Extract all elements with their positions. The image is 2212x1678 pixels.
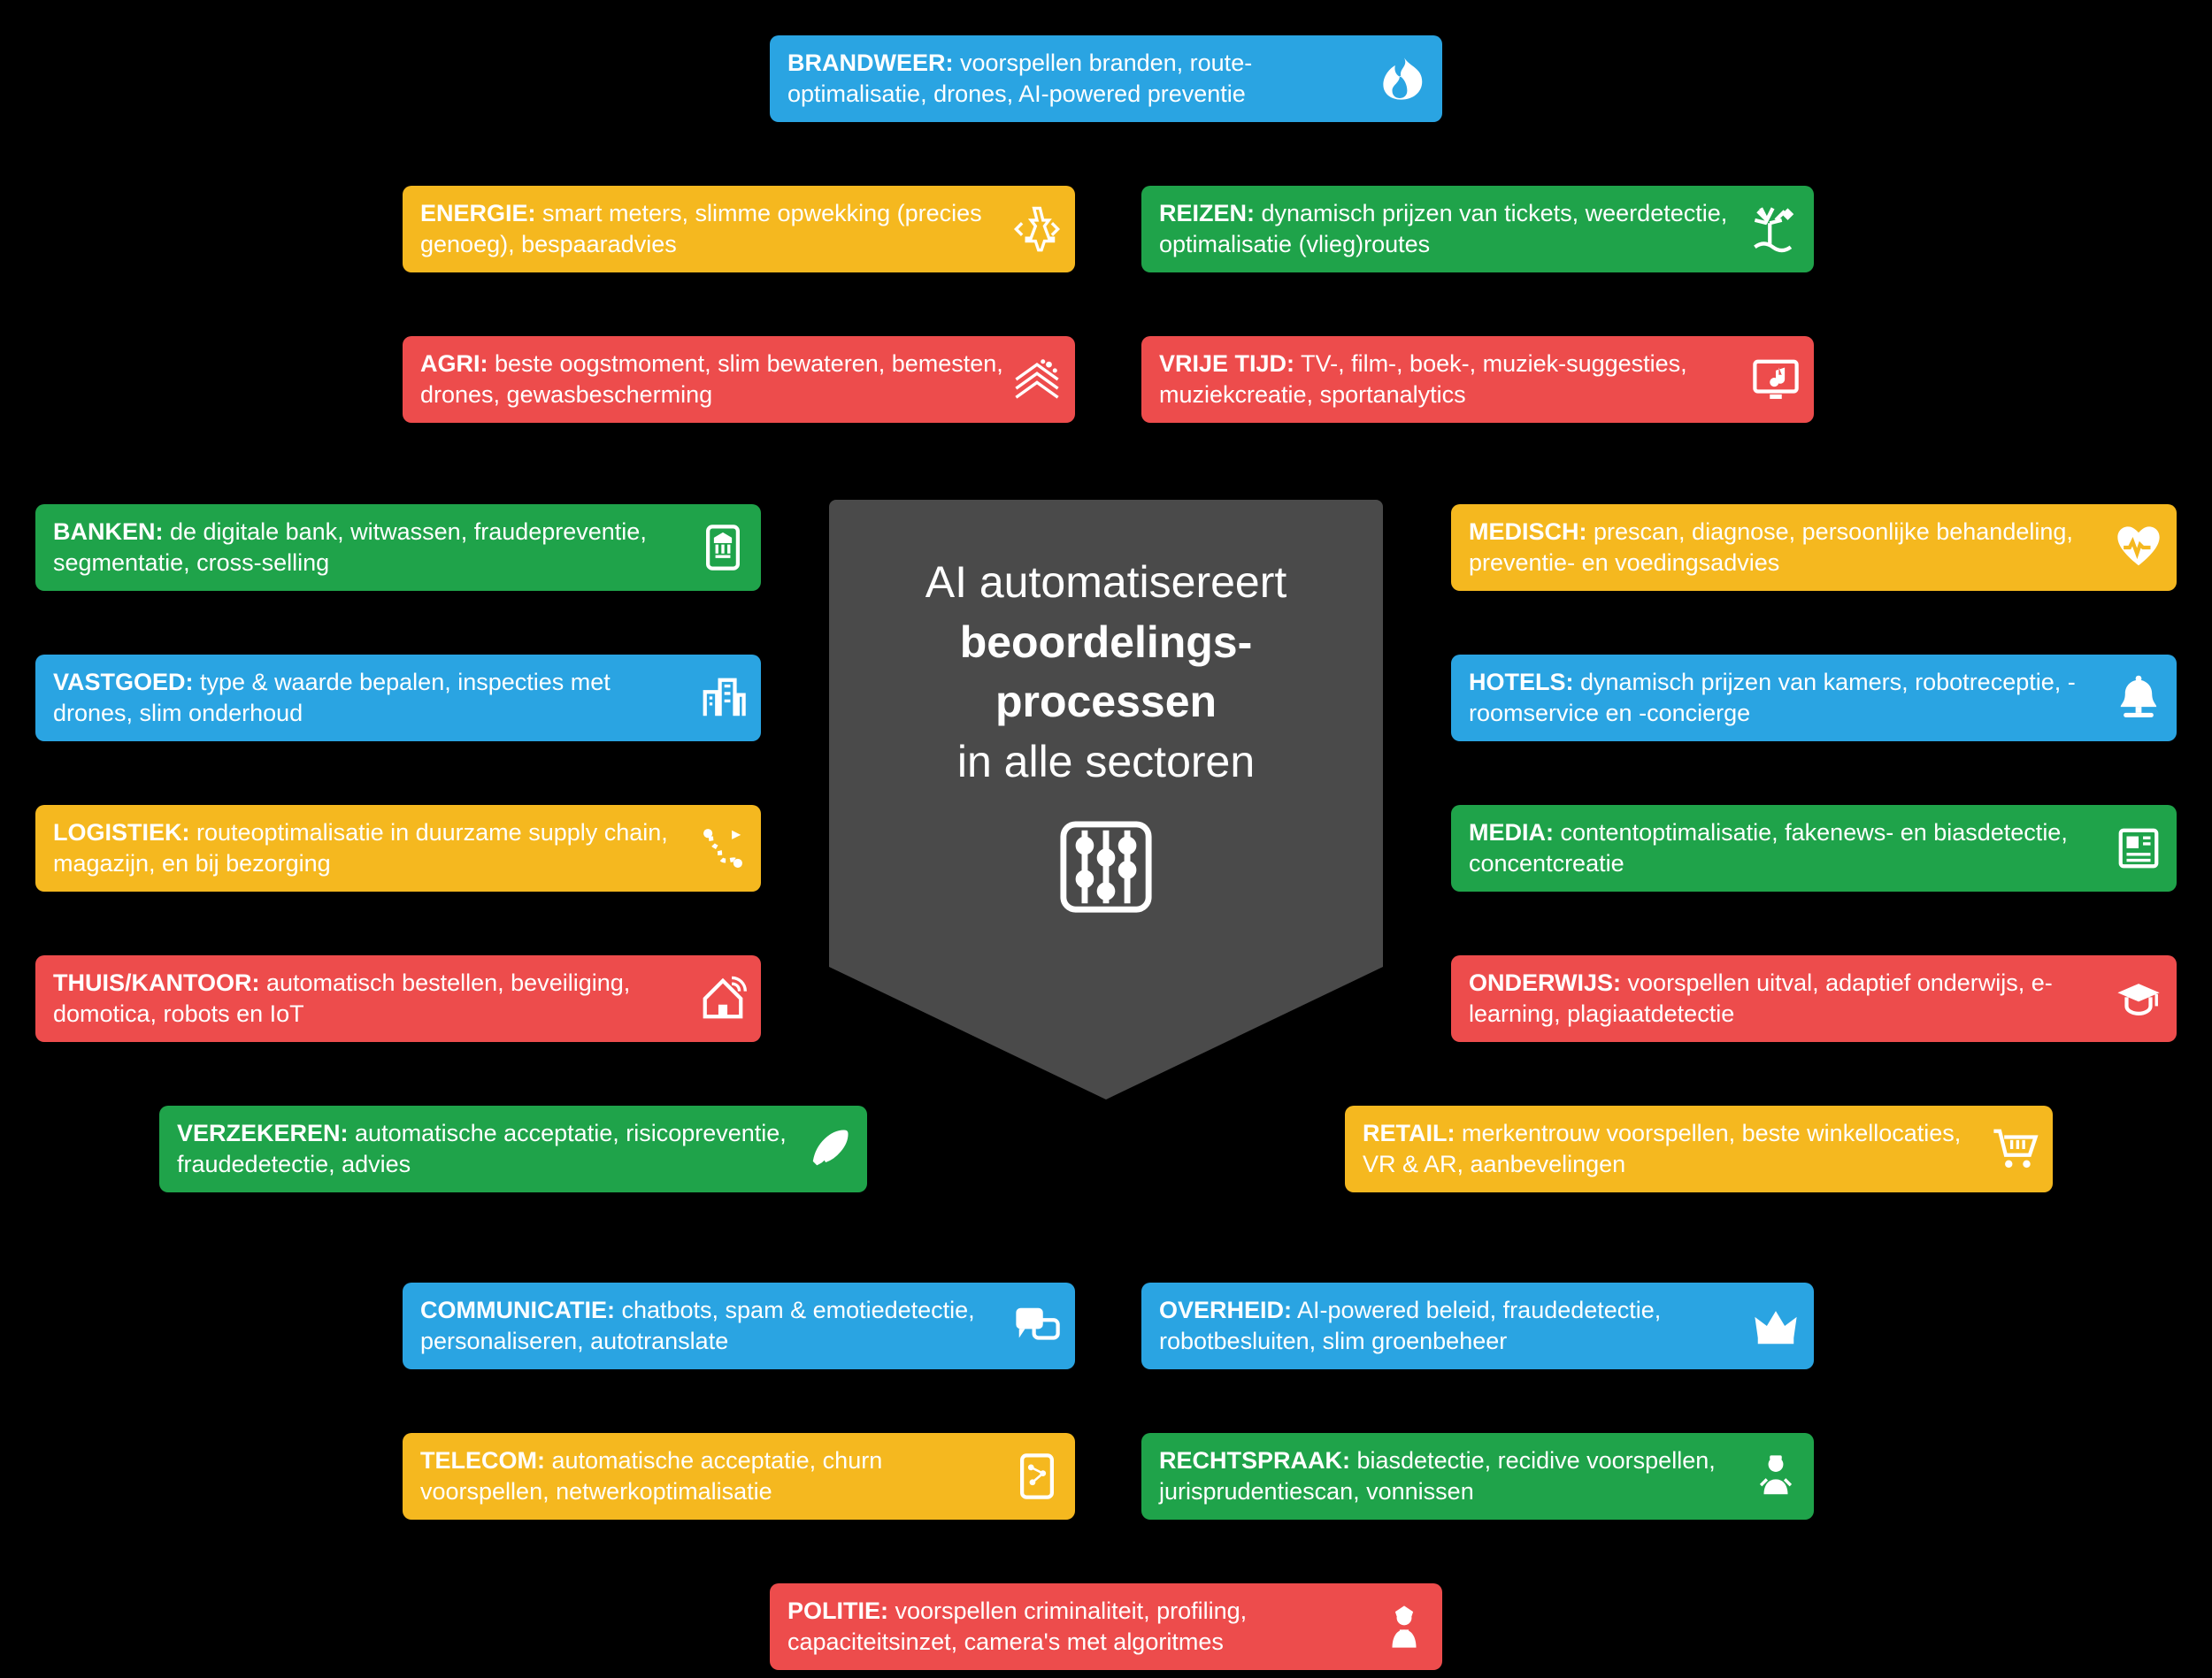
card-text-media: MEDIA: contentoptimalisatie, fakenews- e… [1469,817,2106,879]
card-text-thuis: THUIS/KANTOOR: automatisch bestellen, be… [53,968,690,1030]
card-banken: BANKEN: de digitale bank, witwassen, fra… [35,504,761,591]
card-logistiek: LOGISTIEK: routeoptimalisatie in duurzam… [35,805,761,892]
center-panel: AI automatisereert beoordelings- process… [829,500,1383,1100]
center-line1a: AI [926,557,979,607]
center-line4: in alle sectoren [957,737,1255,786]
card-label-thuis: THUIS/KANTOOR: [53,969,260,996]
card-onderwijs: ONDERWIJS: voorspellen uitval, adaptief … [1451,955,2177,1042]
card-text-energie: ENERGIE: smart meters, slimme opwekking … [420,198,1004,260]
abacus-icon [1057,818,1155,916]
card-desc-media: contentoptimalisatie, fakenews- en biasd… [1469,819,2068,877]
card-text-communicatie: COMMUNICATIE: chatbots, spam & emotiedet… [420,1295,1004,1357]
feather-icon [805,1125,853,1173]
center-text: AI automatisereert beoordelings- process… [864,553,1348,792]
card-vastgoed: VASTGOED: type & waarde bepalen, inspect… [35,655,761,741]
card-label-telecom: TELECOM: [420,1447,545,1474]
center-line3: processen [995,677,1217,726]
card-text-telecom: TELECOM: automatische acceptatie, churn … [420,1445,1004,1507]
network-phone-icon [1013,1452,1061,1500]
chat-icon [1013,1302,1061,1350]
newspaper-icon [2115,824,2162,872]
screen-music-icon [1752,356,1800,403]
grad-cap-icon [2115,975,2162,1023]
bell-icon [2115,674,2162,722]
card-media: MEDIA: contentoptimalisatie, fakenews- e… [1451,805,2177,892]
card-agri: AGRI: beste oogstmoment, slim bewateren,… [403,336,1075,423]
card-text-banken: BANKEN: de digitale bank, witwassen, fra… [53,517,690,578]
card-text-logistiek: LOGISTIEK: routeoptimalisatie in duurzam… [53,817,690,879]
fire-icon [1380,55,1428,103]
card-telecom: TELECOM: automatische acceptatie, churn … [403,1433,1075,1520]
card-medisch: MEDISCH: prescan, diagnose, persoonlijke… [1451,504,2177,591]
card-overheid: OVERHEID: AI-powered beleid, fraudedetec… [1141,1283,1814,1369]
card-label-politie: POLITIE: [787,1598,888,1624]
card-label-agri: AGRI: [420,350,488,377]
judge-icon [1752,1452,1800,1500]
center-body: AI automatisereert beoordelings- process… [829,500,1383,967]
card-label-brandweer: BRANDWEER: [787,50,953,76]
card-text-vrijetijd: VRIJE TIJD: TV-, film-, boek-, muziek-su… [1159,349,1743,410]
cart-icon [1991,1125,2039,1173]
card-label-logistiek: LOGISTIEK: [53,819,190,846]
card-text-brandweer: BRANDWEER: voorspellen branden, route-op… [787,48,1371,110]
card-label-rechtspraak: RECHTSPRAAK: [1159,1447,1350,1474]
card-text-verzekeren: VERZEKEREN: automatische acceptatie, ris… [177,1118,796,1180]
card-label-media: MEDIA: [1469,819,1554,846]
card-retail: RETAIL: merkentrouw voorspellen, beste w… [1345,1106,2053,1192]
card-rechtspraak: RECHTSPRAAK: biasdetectie, recidive voor… [1141,1433,1814,1520]
bank-phone-icon [699,524,747,571]
card-energie: ENERGIE: smart meters, slimme opwekking … [403,186,1075,272]
card-label-vastgoed: VASTGOED: [53,669,194,695]
route-icon [699,824,747,872]
card-text-politie: POLITIE: voorspellen criminaliteit, prof… [787,1596,1371,1658]
buildings-icon [699,674,747,722]
card-label-medisch: MEDISCH: [1469,518,1587,545]
card-text-agri: AGRI: beste oogstmoment, slim bewateren,… [420,349,1004,410]
smart-home-icon [699,975,747,1023]
card-label-energie: ENERGIE: [420,200,536,226]
card-label-banken: BANKEN: [53,518,164,545]
card-label-retail: RETAIL: [1363,1120,1455,1146]
card-communicatie: COMMUNICATIE: chatbots, spam & emotiedet… [403,1283,1075,1369]
card-label-verzekeren: VERZEKEREN: [177,1120,349,1146]
card-text-reizen: REIZEN: dynamisch prijzen van tickets, w… [1159,198,1743,260]
card-vrijetijd: VRIJE TIJD: TV-, film-, boek-, muziek-su… [1141,336,1814,423]
center-line1b: automatisereert [979,557,1286,607]
card-label-overheid: OVERHEID: [1159,1297,1292,1323]
card-desc-agri: beste oogstmoment, slim bewateren, bemes… [420,350,1003,408]
heart-icon [2115,524,2162,571]
card-thuis: THUIS/KANTOOR: automatisch bestellen, be… [35,955,761,1042]
card-label-onderwijs: ONDERWIJS: [1469,969,1621,996]
card-label-reizen: REIZEN: [1159,200,1255,226]
card-hotels: HOTELS: dynamisch prijzen van kamers, ro… [1451,655,2177,741]
field-icon [1013,356,1061,403]
palm-icon [1752,205,1800,253]
center-arrow [829,967,1383,1100]
police-icon [1380,1603,1428,1651]
card-label-vrijetijd: VRIJE TIJD: [1159,350,1294,377]
card-label-communicatie: COMMUNICATIE: [420,1297,615,1323]
card-text-onderwijs: ONDERWIJS: voorspellen uitval, adaptief … [1469,968,2106,1030]
card-text-vastgoed: VASTGOED: type & waarde bepalen, inspect… [53,667,690,729]
card-text-retail: RETAIL: merkentrouw voorspellen, beste w… [1363,1118,1982,1180]
center-line2: beoordelings- [960,617,1253,667]
card-brandweer: BRANDWEER: voorspellen branden, route-op… [770,35,1442,122]
card-label-hotels: HOTELS: [1469,669,1574,695]
card-text-hotels: HOTELS: dynamisch prijzen van kamers, ro… [1469,667,2106,729]
pylon-icon [1013,205,1061,253]
card-politie: POLITIE: voorspellen criminaliteit, prof… [770,1583,1442,1670]
crown-icon [1752,1302,1800,1350]
card-text-medisch: MEDISCH: prescan, diagnose, persoonlijke… [1469,517,2106,578]
card-verzekeren: VERZEKEREN: automatische acceptatie, ris… [159,1106,867,1192]
card-text-rechtspraak: RECHTSPRAAK: biasdetectie, recidive voor… [1159,1445,1743,1507]
card-reizen: REIZEN: dynamisch prijzen van tickets, w… [1141,186,1814,272]
card-text-overheid: OVERHEID: AI-powered beleid, fraudedetec… [1159,1295,1743,1357]
